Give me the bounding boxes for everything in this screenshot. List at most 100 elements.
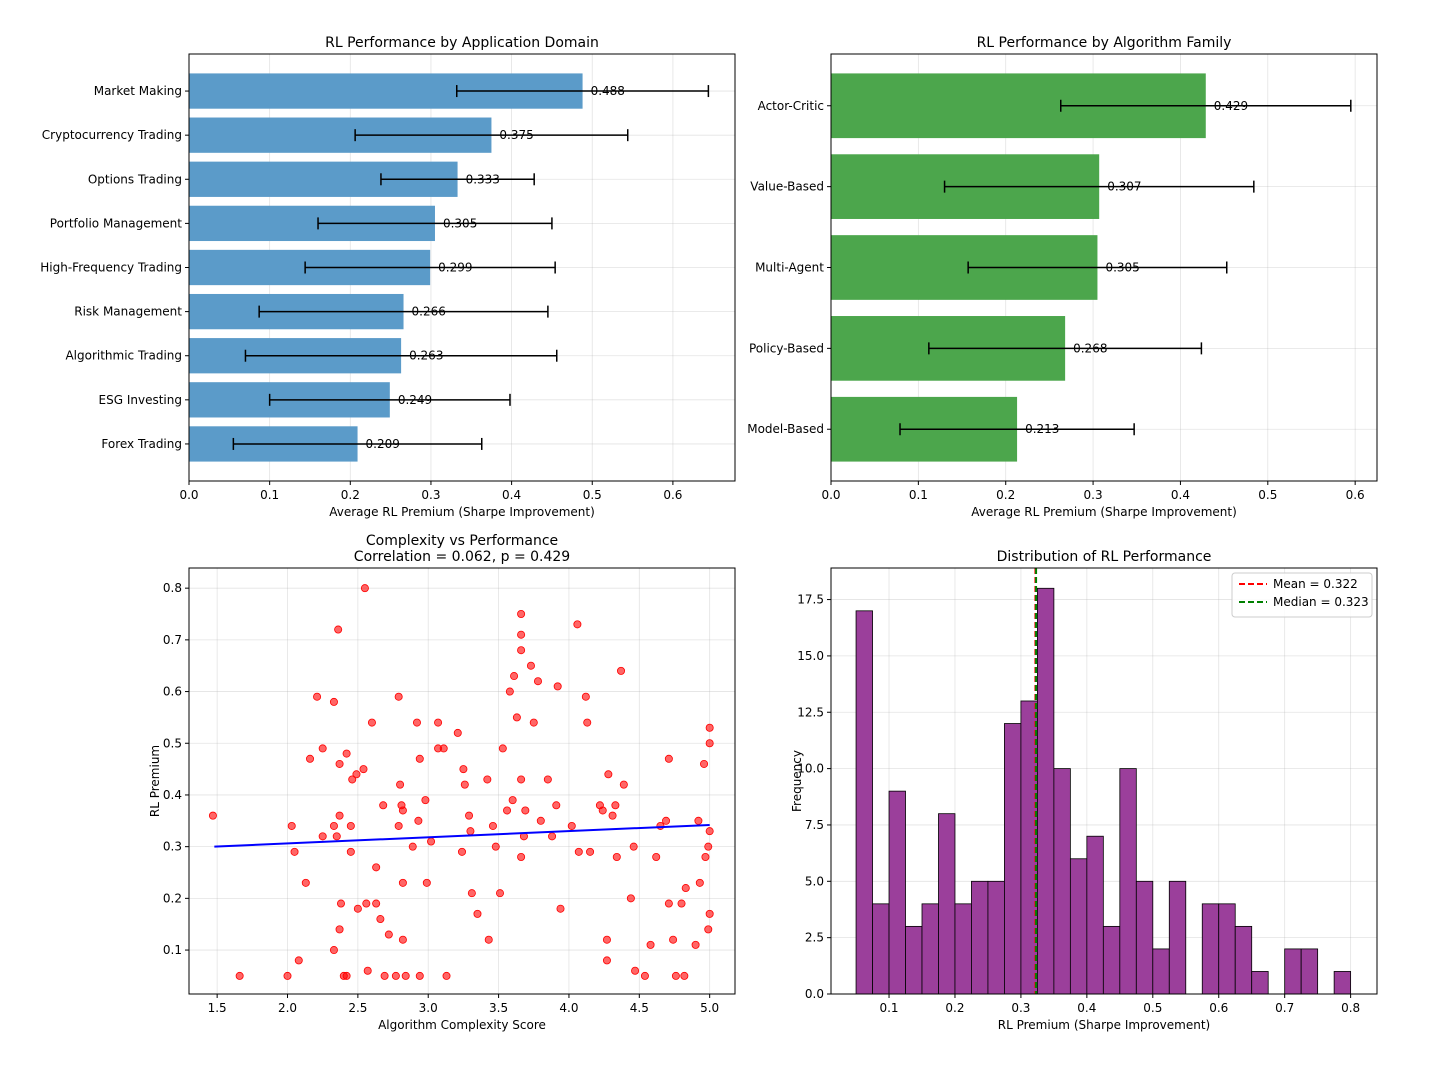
- scatter-point: [442, 971, 451, 980]
- scatter-point: [362, 899, 371, 908]
- scatter-point: [439, 744, 448, 753]
- scatter-point: [313, 692, 322, 701]
- scatter-point: [336, 899, 345, 908]
- scatter-point: [631, 966, 640, 975]
- scatter-point: [656, 821, 665, 830]
- scatter-point: [283, 971, 292, 980]
- scatter-point: [495, 889, 504, 898]
- scatter-point: [611, 801, 620, 810]
- x-tick-label: 0.7: [1275, 1001, 1294, 1015]
- scatter-point: [342, 971, 351, 980]
- scatter-point: [379, 801, 388, 810]
- x-tick-label: 0.8: [1341, 1001, 1360, 1015]
- scatter-point: [694, 816, 703, 825]
- scatter-point: [287, 821, 296, 830]
- category-label: Multi-Agent: [755, 261, 824, 275]
- bar-value-label: 0.305: [1105, 261, 1139, 275]
- scatter-point: [553, 682, 562, 691]
- histogram-bar: [905, 925, 923, 995]
- scatter-point: [318, 744, 327, 753]
- scatter-point: [421, 796, 430, 805]
- x-tick-label: 0.0: [821, 488, 840, 502]
- scatter-point: [602, 956, 611, 965]
- trend-line: [214, 823, 710, 848]
- histogram-bar: [1004, 723, 1022, 995]
- scatter-point: [335, 811, 344, 820]
- scatter-point: [681, 884, 690, 893]
- scatter-point: [342, 749, 351, 758]
- x-tick-label: 0.5: [1143, 1001, 1162, 1015]
- histogram-bar: [1300, 948, 1319, 995]
- scatter-point: [503, 806, 512, 815]
- scatter-point: [290, 847, 299, 856]
- category-label: Algorithmic Trading: [65, 349, 182, 363]
- x-tick-label: 0.5: [1258, 488, 1277, 502]
- chart-title: RL Performance by Algorithm Family: [977, 35, 1232, 51]
- scatter-point: [517, 646, 526, 655]
- scatter-point: [329, 946, 338, 955]
- y-tick-label: 10.0: [797, 762, 824, 776]
- scatter-point: [510, 672, 519, 681]
- scatter-point: [512, 713, 521, 722]
- y-tick-label: 0.0: [805, 987, 824, 1001]
- bar-value-label: 0.333: [466, 172, 500, 186]
- x-tick-label: 0.0: [179, 488, 198, 502]
- x-tick-label: 0.3: [1011, 1001, 1030, 1015]
- scatter-point: [574, 847, 583, 856]
- scatter-point: [235, 971, 244, 980]
- scatter-point: [705, 723, 714, 732]
- x-tick-label: 0.4: [1171, 488, 1190, 502]
- scatter-point: [567, 821, 576, 830]
- scatter-point: [335, 925, 344, 934]
- x-tick-label: 0.6: [663, 488, 682, 502]
- histogram-bar: [1201, 903, 1220, 995]
- y-tick-label: 0.2: [163, 891, 182, 905]
- x-tick-label: 0.3: [421, 488, 440, 502]
- histogram-bar: [1102, 925, 1121, 995]
- histogram-bar: [1251, 971, 1269, 995]
- scatter-point: [662, 816, 671, 825]
- scatter-point: [422, 878, 431, 887]
- scatter-point: [505, 687, 514, 696]
- x-tick-label: 0.1: [879, 1001, 898, 1015]
- y-tick-label: 15.0: [797, 649, 824, 663]
- scatter-point: [360, 584, 369, 593]
- scatter-point: [318, 832, 327, 841]
- histogram-bar: [1284, 948, 1302, 995]
- x-tick-label: 0.3: [1084, 488, 1103, 502]
- scatter-point: [604, 770, 613, 779]
- histogram-chart: 0.1 0.2 0.3 0.4 0.5 0.6 0.7 0.8 0.0 2.5 5.0 7.5 10.0…: [790, 549, 1378, 1032]
- category-label: Actor-Critic: [758, 99, 824, 113]
- x-tick-label: 3.5: [489, 1001, 508, 1015]
- legend: Mean = 0.322 Median = 0.323: [1231, 572, 1373, 618]
- scatter-point: [548, 832, 557, 841]
- category-label: Forex Trading: [101, 437, 182, 451]
- x-tick-label: 0.6: [1346, 488, 1365, 502]
- scatter-point: [401, 971, 410, 980]
- x-tick-label: 4.5: [630, 1001, 649, 1015]
- histogram-bar: [987, 880, 1005, 995]
- scatter-point: [586, 847, 595, 856]
- axes-frame: [188, 567, 736, 995]
- y-tick-label: 0.8: [163, 581, 182, 595]
- scatter-point: [466, 827, 475, 836]
- scatter-point: [583, 718, 592, 727]
- scatter-point: [398, 935, 407, 944]
- scatter-point: [700, 759, 709, 768]
- scatter-point: [705, 827, 714, 836]
- histogram-bar: [1218, 903, 1236, 995]
- scatter-point: [533, 677, 542, 686]
- chart-title: Complexity vs Performance: [366, 533, 558, 549]
- histogram-bar: [938, 813, 956, 995]
- x-tick-label: 4.0: [559, 1001, 578, 1015]
- x-tick-label: 0.2: [996, 488, 1015, 502]
- category-label: Portfolio Management: [50, 216, 183, 230]
- histogram-bar: [1234, 925, 1253, 995]
- histogram-bar: [1036, 587, 1055, 995]
- scatter-point: [488, 821, 497, 830]
- x-axis-label: Average RL Premium (Sharpe Improvement): [971, 505, 1237, 519]
- x-tick-label: 0.1: [260, 488, 279, 502]
- axes-frame: [830, 567, 1378, 995]
- scatter-point: [517, 610, 526, 619]
- bar-value-label: 0.266: [412, 305, 446, 319]
